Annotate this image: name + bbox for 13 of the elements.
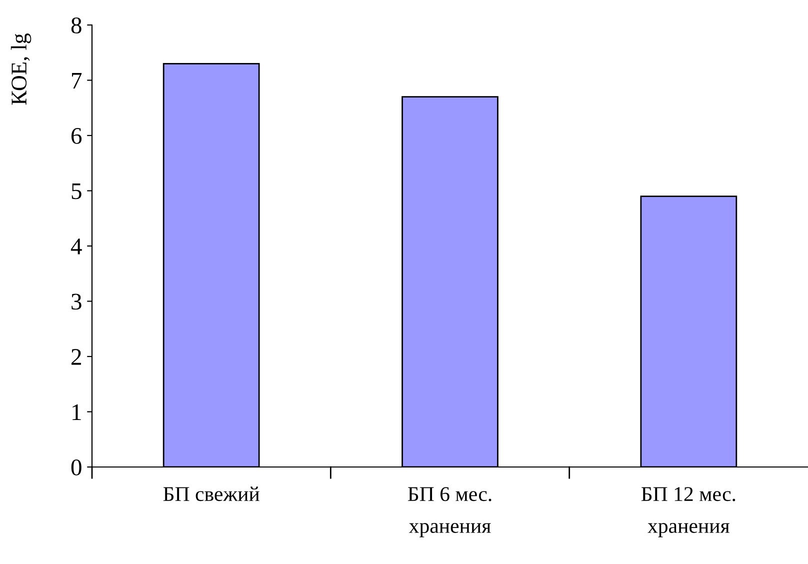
y-tick-label: 2	[72, 349, 81, 365]
y-tick-label: 7	[72, 72, 82, 88]
x-tick-label: БП 12 мес. хранения	[641, 487, 736, 538]
x-tick-label: БП свежий	[163, 486, 260, 502]
y-tick-label: 0	[71, 459, 82, 476]
y-axis-title: КОЕ, lg	[10, 33, 32, 105]
y-tick-label: 8	[71, 17, 82, 34]
y-tick-label: 3	[72, 294, 82, 310]
x-tick-label: БП 6 мес. хранения	[408, 487, 492, 538]
y-tick-label: 6	[71, 128, 82, 144]
y-tick-label: 4	[70, 238, 82, 254]
y-tick-label: 5	[72, 183, 82, 200]
y-tick-label: 1	[72, 404, 81, 420]
